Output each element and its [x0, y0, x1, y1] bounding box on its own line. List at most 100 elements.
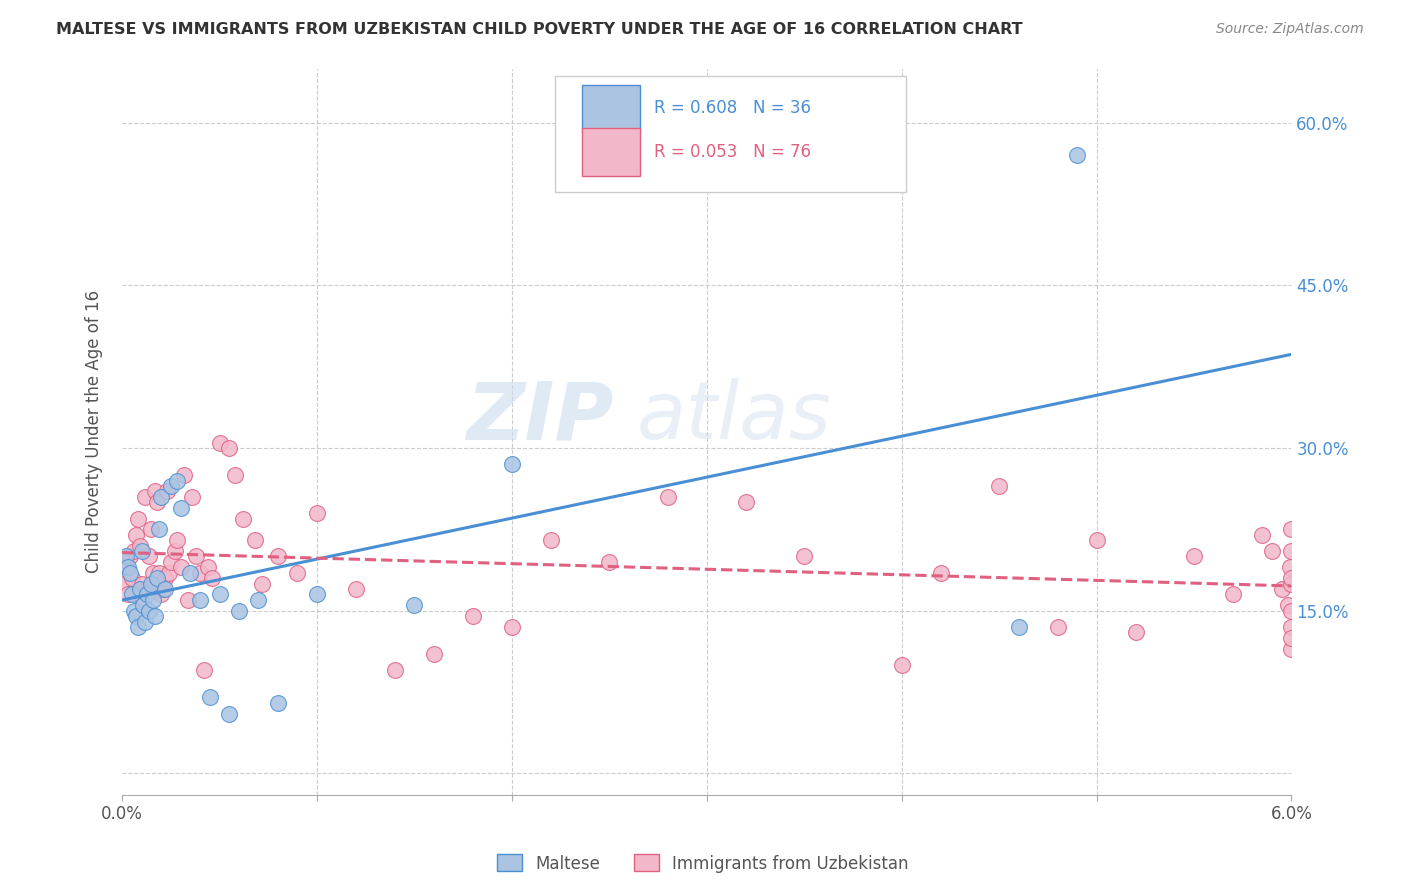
Point — [157, 566, 180, 580]
Point — [344, 582, 367, 596]
Point — [1085, 533, 1108, 548]
Point — [1007, 620, 1029, 634]
Text: atlas: atlas — [637, 378, 831, 457]
Point — [252, 576, 274, 591]
Point — [138, 604, 160, 618]
Point — [177, 593, 200, 607]
Point — [501, 620, 523, 634]
Point — [1278, 560, 1301, 574]
Point — [890, 657, 912, 672]
Point — [169, 500, 191, 515]
Point — [247, 593, 270, 607]
Point — [136, 587, 159, 601]
Point — [1271, 582, 1294, 596]
Point — [228, 604, 250, 618]
Point — [134, 490, 156, 504]
Point — [197, 560, 219, 574]
Point — [127, 620, 149, 634]
Point — [112, 576, 135, 591]
Point — [218, 706, 240, 721]
Point — [118, 549, 141, 564]
Point — [305, 587, 328, 601]
Point — [117, 560, 139, 574]
Point — [188, 593, 211, 607]
Point — [146, 495, 169, 509]
Point — [193, 664, 215, 678]
Point — [201, 571, 224, 585]
Point — [138, 549, 160, 564]
Point — [148, 522, 170, 536]
Point — [115, 549, 138, 564]
Point — [150, 587, 173, 601]
Point — [598, 555, 620, 569]
Point — [267, 549, 290, 564]
Point — [1251, 528, 1274, 542]
Point — [143, 609, 166, 624]
Point — [132, 593, 155, 607]
Point — [1281, 522, 1303, 536]
Point — [125, 609, 148, 624]
Point — [166, 533, 188, 548]
Text: ZIP: ZIP — [465, 378, 613, 457]
Text: R = 0.608   N = 36: R = 0.608 N = 36 — [654, 100, 811, 118]
Point — [122, 604, 145, 618]
Point — [218, 441, 240, 455]
Point — [122, 544, 145, 558]
Text: Source: ZipAtlas.com: Source: ZipAtlas.com — [1216, 22, 1364, 37]
Point — [404, 599, 426, 613]
Point — [131, 576, 153, 591]
Point — [1281, 620, 1303, 634]
Point — [134, 615, 156, 629]
Point — [793, 549, 815, 564]
Point — [1281, 631, 1303, 645]
Point — [1281, 544, 1303, 558]
Point — [163, 544, 186, 558]
Y-axis label: Child Poverty Under the Age of 16: Child Poverty Under the Age of 16 — [86, 290, 103, 574]
Point — [181, 490, 204, 504]
Point — [118, 566, 141, 580]
Point — [173, 468, 195, 483]
Point — [159, 479, 181, 493]
Point — [501, 458, 523, 472]
Point — [384, 664, 406, 678]
FancyBboxPatch shape — [582, 128, 640, 176]
Point — [159, 555, 181, 569]
Point — [179, 566, 201, 580]
Point — [1281, 571, 1303, 585]
Legend: Maltese, Immigrants from Uzbekistan: Maltese, Immigrants from Uzbekistan — [491, 847, 915, 880]
Point — [132, 599, 155, 613]
Point — [121, 571, 143, 585]
Point — [188, 566, 211, 580]
Point — [150, 490, 173, 504]
Point — [131, 544, 153, 558]
Point — [142, 593, 165, 607]
Point — [267, 696, 290, 710]
Point — [117, 587, 139, 601]
Point — [1125, 625, 1147, 640]
Point — [148, 566, 170, 580]
Point — [243, 533, 266, 548]
Text: R = 0.053   N = 76: R = 0.053 N = 76 — [654, 143, 811, 161]
Point — [115, 560, 138, 574]
Point — [146, 571, 169, 585]
Point — [287, 566, 309, 580]
Point — [1261, 544, 1284, 558]
Point — [929, 566, 952, 580]
Point — [232, 511, 254, 525]
Point — [461, 609, 484, 624]
Point — [136, 582, 159, 596]
Point — [1182, 549, 1205, 564]
Point — [1066, 148, 1088, 162]
Point — [152, 582, 174, 596]
Point — [1046, 620, 1069, 634]
Point — [128, 582, 150, 596]
Point — [153, 582, 176, 596]
FancyBboxPatch shape — [555, 76, 905, 192]
Point — [166, 474, 188, 488]
FancyBboxPatch shape — [582, 85, 640, 132]
Point — [184, 549, 207, 564]
Point — [305, 506, 328, 520]
Point — [198, 690, 221, 705]
Text: MALTESE VS IMMIGRANTS FROM UZBEKISTAN CHILD POVERTY UNDER THE AGE OF 16 CORRELAT: MALTESE VS IMMIGRANTS FROM UZBEKISTAN CH… — [56, 22, 1024, 37]
Point — [153, 571, 176, 585]
